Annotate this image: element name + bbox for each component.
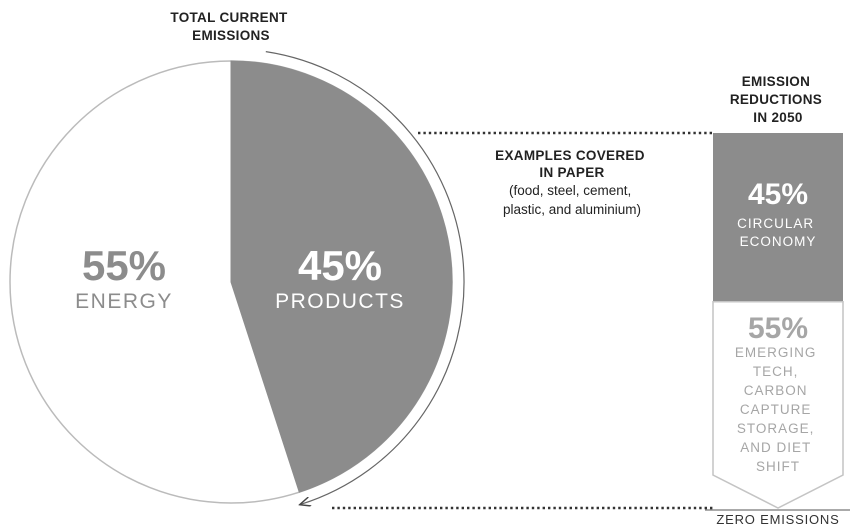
annotation-title: EXAMPLES COVERED IN PAPER xyxy=(495,148,649,180)
annotation-title-line-2: IN PAPER xyxy=(539,165,604,180)
products-percent: 45% xyxy=(298,242,382,289)
emerging-label-line-7: SHIFT xyxy=(756,459,800,474)
emerging-label-line-1: EMERGING xyxy=(735,345,817,360)
emerging-label-line-4: CAPTURE xyxy=(740,402,812,417)
emerging-label: EMERGING TECH, CARBON CAPTURE STORAGE, A… xyxy=(735,345,821,474)
emerging-percent: 55% xyxy=(748,312,808,345)
energy-percent: 55% xyxy=(82,242,166,289)
bar-title-line-1: EMISSION xyxy=(742,74,810,89)
products-arrow xyxy=(265,51,465,505)
emerging-label-line-6: AND DIET xyxy=(740,440,811,455)
circular-label: CIRCULAR ECONOMY xyxy=(737,216,819,249)
emerging-label-line-5: STORAGE, xyxy=(737,421,815,436)
pie-title-line-2: EMISSIONS xyxy=(192,28,270,43)
bar-title-line-2: REDUCTIONS xyxy=(730,92,822,107)
circular-percent: 45% xyxy=(748,178,808,211)
emerging-label-line-2: TECH, xyxy=(753,364,799,379)
annotation-detail-line-1: (food, steel, cement, xyxy=(509,183,631,198)
circular-label-line-2: ECONOMY xyxy=(740,234,817,249)
pie-title: TOTAL CURRENT EMISSIONS xyxy=(170,10,291,43)
products-label: PRODUCTS xyxy=(275,290,405,313)
pie-title-line-1: TOTAL CURRENT xyxy=(170,10,288,25)
circular-label-line-1: CIRCULAR xyxy=(737,216,814,231)
annotation-detail: (food, steel, cement, plastic, and alumi… xyxy=(503,183,641,217)
annotation-detail-line-2: plastic, and aluminium) xyxy=(503,202,641,217)
energy-label: ENERGY xyxy=(75,290,173,313)
bar-segment-emerging-tech xyxy=(712,301,844,509)
pie-slice-products xyxy=(230,60,453,493)
pie-chart xyxy=(9,60,453,504)
bar-segment-circular-economy xyxy=(713,133,843,302)
bar-title-line-3: IN 2050 xyxy=(753,110,802,125)
emerging-label-line-3: CARBON xyxy=(744,383,808,398)
bar-title: EMISSION REDUCTIONS IN 2050 xyxy=(730,74,826,125)
annotation-title-line-1: EXAMPLES COVERED xyxy=(495,148,645,163)
zero-emissions-label: ZERO EMISSIONS xyxy=(716,512,839,527)
